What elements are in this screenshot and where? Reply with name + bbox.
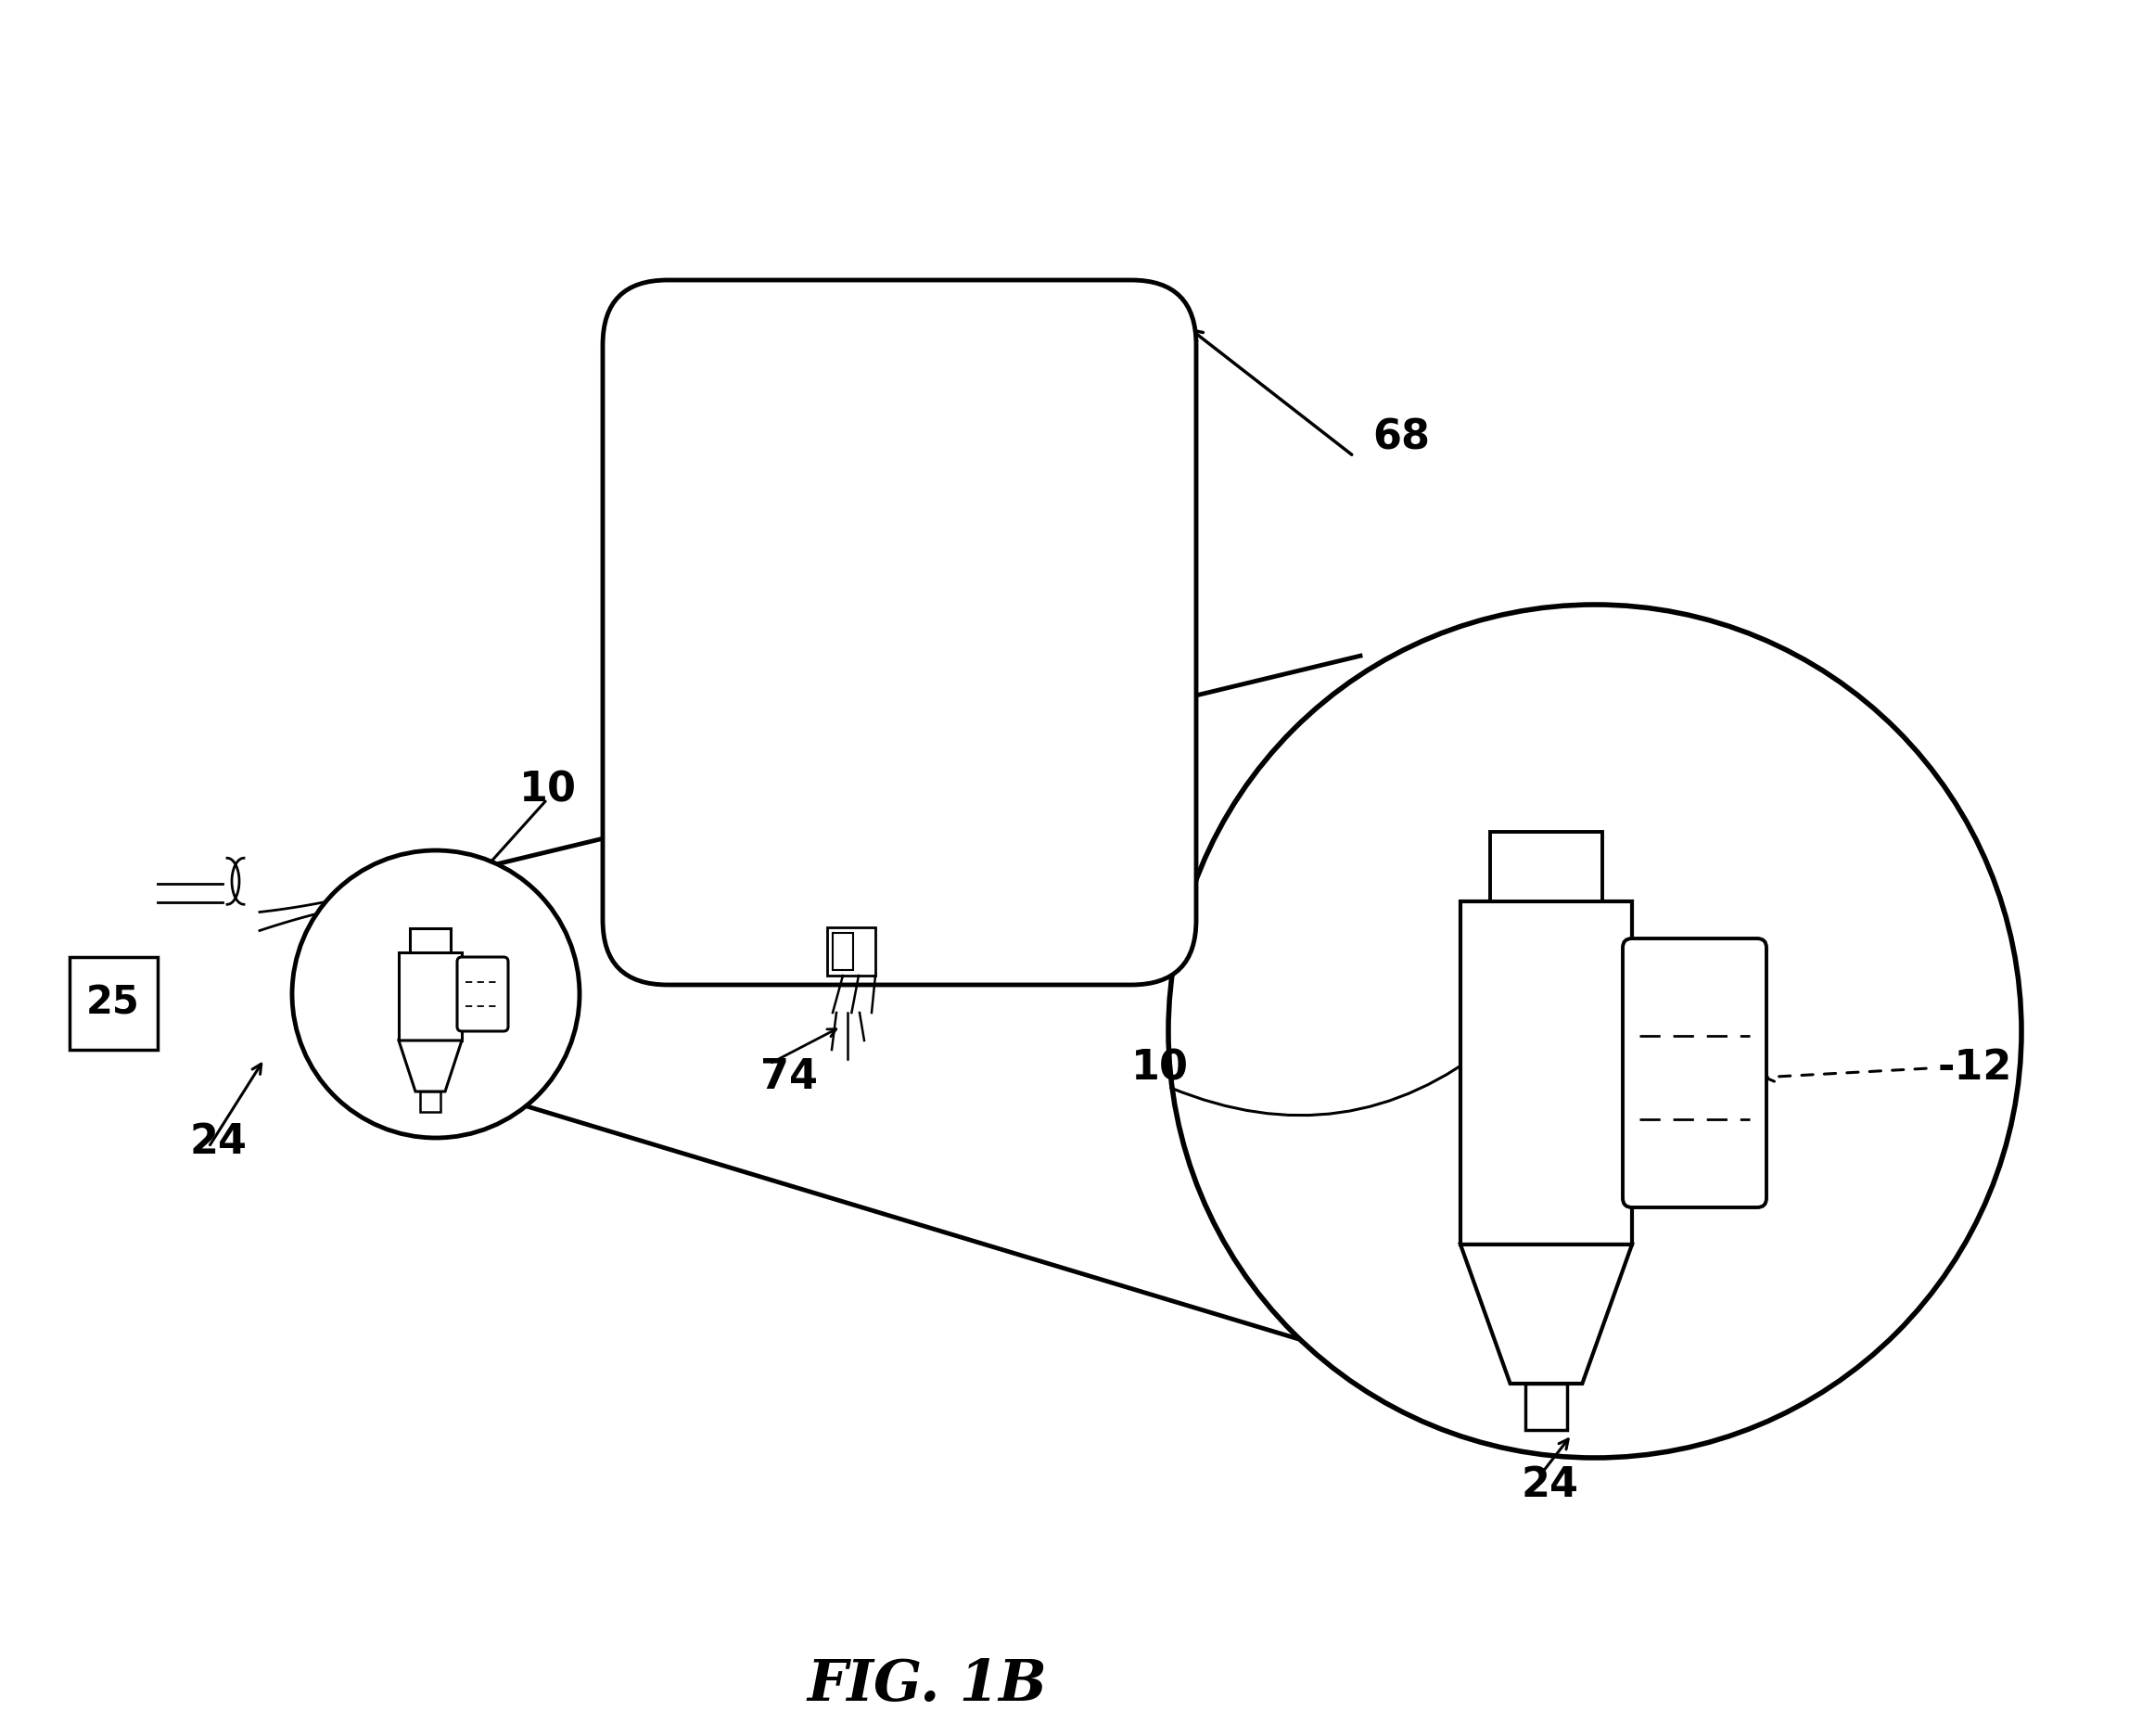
Text: 70: 70 (825, 871, 883, 911)
FancyBboxPatch shape (1624, 939, 1767, 1208)
Text: 74: 74 (760, 1057, 818, 1097)
Text: 25: 25 (86, 984, 139, 1023)
Text: 10: 10 (518, 771, 576, 811)
Bar (69, 957, 159, 1050)
FancyBboxPatch shape (602, 279, 1195, 984)
Bar (1491, 832, 1602, 901)
FancyBboxPatch shape (456, 957, 508, 1031)
Polygon shape (1461, 1245, 1632, 1384)
Text: 10: 10 (1131, 1049, 1189, 1088)
Bar (1525, 1384, 1568, 1430)
Text: -12: -12 (1939, 1049, 2013, 1088)
Circle shape (1167, 604, 2022, 1458)
Text: 68: 68 (1373, 418, 1431, 458)
Circle shape (291, 851, 580, 1137)
Bar (409, 929, 450, 953)
Polygon shape (398, 1040, 463, 1092)
Text: 24: 24 (1521, 1465, 1579, 1505)
Bar (833, 932, 853, 970)
Bar (827, 927, 876, 976)
Bar (398, 953, 463, 1040)
Text: 24: 24 (191, 1123, 248, 1163)
Bar (1461, 901, 1632, 1245)
Text: 72: 72 (816, 946, 874, 986)
Bar (420, 1092, 441, 1111)
Text: FIG. 1B: FIG. 1B (808, 1658, 1047, 1713)
